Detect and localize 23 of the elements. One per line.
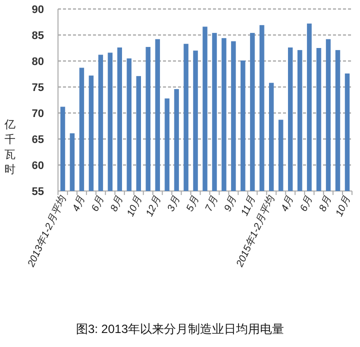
y-tick-label: 70 [32,108,44,120]
y-tick-label: 75 [32,82,44,94]
y-axis-title: 亿千瓦时 [4,119,16,176]
x-tick-label: 8月 [317,194,334,214]
x-tick-label: 4月 [280,194,296,214]
text: 图3: 2013年以来分月制造业日均用电量 [76,322,284,336]
y-tick-label: 65 [32,134,44,146]
x-tick-label: 10月 [125,194,144,218]
y-tick-label: 90 [32,4,44,16]
x-tick-label: 5月 [184,194,202,214]
x-tick-label: 8月 [108,194,126,214]
y-tick-label: 85 [32,30,44,42]
x-tick-label: 10月 [334,194,353,218]
y-tick-label: 55 [32,186,44,198]
y-tick-label: 80 [32,56,44,68]
x-tick-label: 7月 [204,194,220,214]
x-tick-label: 12月 [144,194,164,218]
y-tick-label: 60 [32,160,44,172]
x-tick-label: 6月 [298,194,316,214]
x-tick-label: 3月 [166,194,182,214]
x-tick-label: 9月 [222,194,240,214]
x-tick-label: 6月 [90,194,106,214]
x-tick-label: 4月 [70,194,88,214]
